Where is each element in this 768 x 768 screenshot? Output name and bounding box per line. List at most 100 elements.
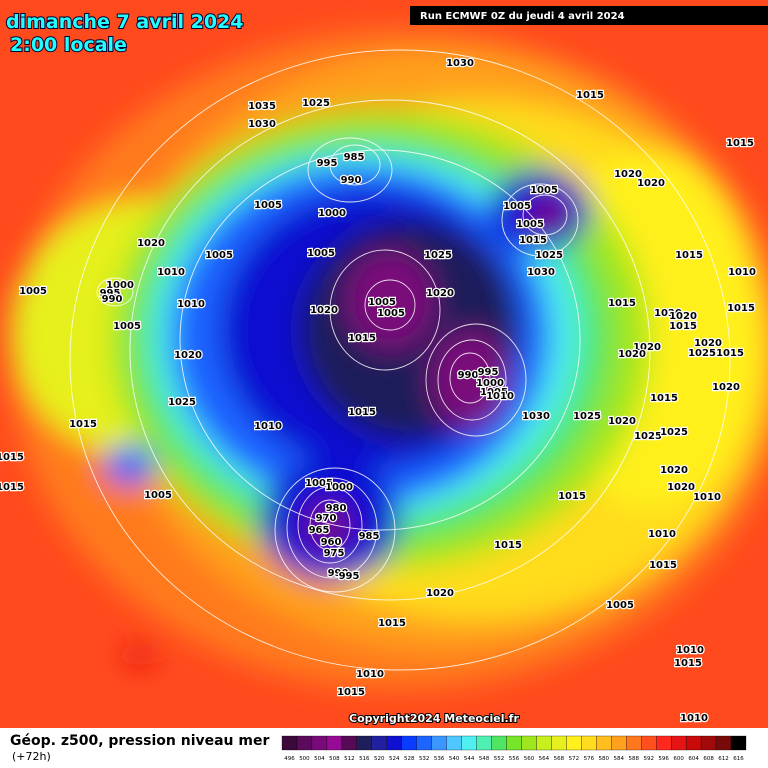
legend-swatch	[506, 735, 522, 751]
pressure-label: 1020	[637, 178, 665, 189]
pressure-label: 1000	[318, 208, 346, 219]
pressure-label: 1015	[69, 419, 97, 430]
pressure-label: 975	[324, 548, 345, 559]
legend-label: 612	[718, 756, 729, 762]
pressure-label: 1015	[558, 491, 586, 502]
pressure-label: 1015	[650, 393, 678, 404]
pressure-label: 1015	[669, 321, 697, 332]
pressure-label: 1030	[446, 58, 474, 69]
pressure-label: 1020	[667, 482, 695, 493]
pressure-label: 1025	[688, 348, 716, 359]
pressure-label: 1005	[205, 250, 233, 261]
legend-swatch	[476, 735, 492, 751]
pressure-label: 1010	[157, 267, 185, 278]
pressure-label: 1005	[503, 201, 531, 212]
legend-label: 496	[284, 756, 295, 762]
legend-label: 520	[374, 756, 385, 762]
pressure-label: 1020	[614, 169, 642, 180]
pressure-label: 1025	[660, 427, 688, 438]
pressure-label: 1010	[648, 529, 676, 540]
pressure-label: 970	[316, 513, 337, 524]
legend-label: 588	[628, 756, 639, 762]
pressure-label: 1015	[727, 303, 755, 314]
pressure-label: 1010	[693, 492, 721, 503]
legend-swatch	[715, 735, 732, 751]
legend-label: 600	[673, 756, 684, 762]
pressure-label: 1005	[113, 321, 141, 332]
legend-swatch	[730, 735, 747, 751]
legend-label: 576	[584, 756, 595, 762]
pressure-label: 1010	[177, 299, 205, 310]
pressure-label: 960	[321, 537, 342, 548]
legend-swatch	[596, 735, 612, 751]
pressure-label: 1010	[486, 391, 514, 402]
legend-label: 584	[614, 756, 625, 762]
pressure-label: 1025	[302, 98, 330, 109]
pressure-label: 1015	[494, 540, 522, 551]
pressure-label: 1005	[305, 478, 333, 489]
legend-label: 536	[434, 756, 445, 762]
legend-swatch	[641, 735, 657, 751]
pressure-label: 1000	[476, 378, 504, 389]
pressure-label: 1005	[530, 185, 558, 196]
pressure-label: 1025	[634, 431, 662, 442]
legend-swatch	[461, 735, 477, 751]
run-box	[410, 6, 768, 25]
pressure-label: 1015	[378, 618, 406, 629]
pressure-label: 1005	[516, 219, 544, 230]
legend-label: 608	[703, 756, 714, 762]
pressure-label: 995	[317, 158, 338, 169]
pressure-label: 1015	[576, 90, 604, 101]
run-info: Run ECMWF 0Z du jeudi 4 avril 2024	[420, 11, 625, 22]
pressure-label: 1015	[674, 658, 702, 669]
legend-label: 512	[344, 756, 355, 762]
legend-swatch	[671, 735, 687, 751]
legend-label: 556	[509, 756, 520, 762]
legend-swatch	[296, 735, 313, 751]
pressure-label: 1010	[254, 421, 282, 432]
pressure-label: 1010	[728, 267, 756, 278]
legend-label: 572	[569, 756, 580, 762]
legend-swatch	[446, 735, 462, 751]
pressure-label: 985	[344, 152, 365, 163]
pressure-label: 1005	[368, 297, 396, 308]
legend-swatch	[656, 735, 672, 751]
legend-swatch	[341, 735, 357, 751]
pressure-label: 1010	[676, 645, 704, 656]
legend-swatch	[551, 735, 567, 751]
legend-label: 560	[524, 756, 535, 762]
pressure-label: 1025	[535, 250, 563, 261]
pressure-label: 980	[326, 503, 347, 514]
pressure-label: 1015	[519, 235, 547, 246]
pressure-label: 1030	[248, 119, 276, 130]
legend-label: 548	[479, 756, 490, 762]
pressure-label: 1005	[307, 248, 335, 259]
pressure-label: 1025	[168, 397, 196, 408]
pressure-label: 1020	[174, 350, 202, 361]
legend-label: 528	[404, 756, 415, 762]
pressure-label: 1000	[106, 280, 134, 291]
legend-label: 564	[539, 756, 550, 762]
legend-swatch	[685, 735, 702, 751]
pressure-label: 1020	[712, 382, 740, 393]
legend-swatch	[326, 735, 343, 751]
pressure-label: 1025	[424, 250, 452, 261]
legend-label: 532	[419, 756, 430, 762]
legend-swatch	[371, 735, 387, 751]
legend-label: 524	[389, 756, 400, 762]
date: dimanche 7 avril 2024	[6, 11, 243, 33]
pressure-label: 1010	[356, 669, 384, 680]
pressure-label: 1015	[348, 333, 376, 344]
pressure-label: 995	[478, 367, 499, 378]
pressure-label: 1000	[325, 482, 353, 493]
pressure-label: 1020	[618, 349, 646, 360]
legend-swatch	[581, 735, 597, 751]
legend-label: 616	[733, 756, 744, 762]
legend-label: 540	[449, 756, 460, 762]
pressure-label: 1020	[660, 465, 688, 476]
pressure-label: 995	[100, 288, 121, 299]
pressure-label: 1005	[480, 387, 508, 398]
legend-label: 580	[599, 756, 610, 762]
